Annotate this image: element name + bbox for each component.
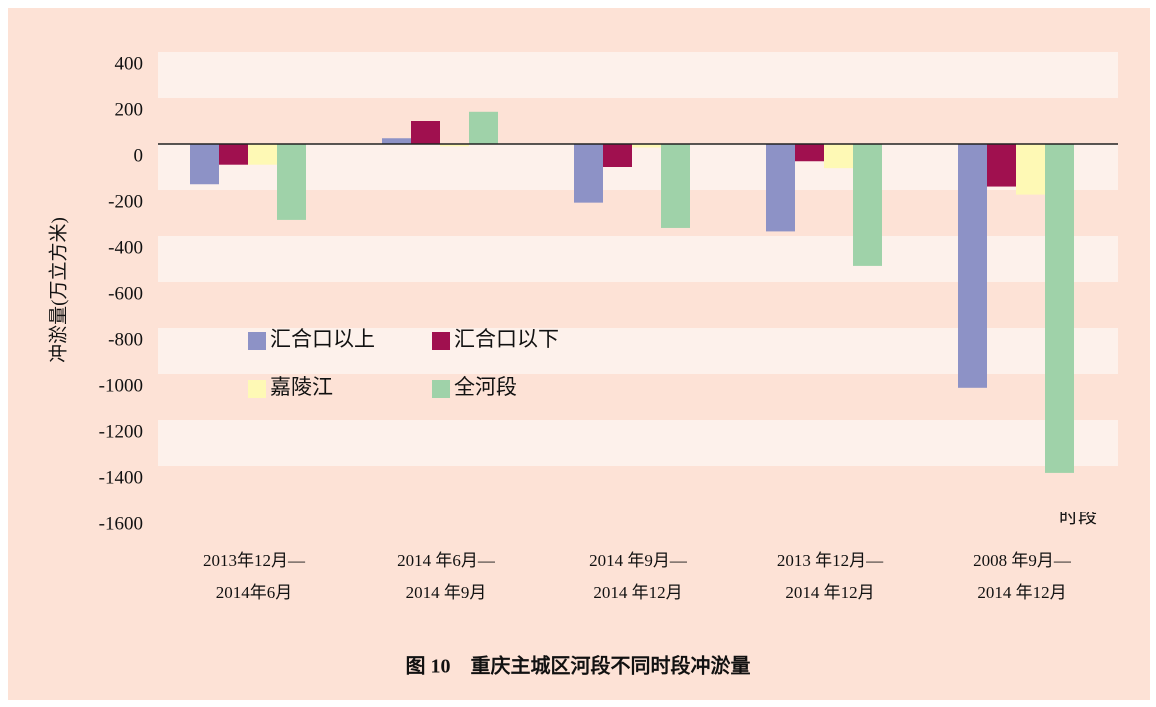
bar (382, 138, 411, 144)
legend-swatch (432, 332, 450, 350)
band (158, 420, 1118, 466)
x-tick-label: 2014年6月 (216, 583, 293, 602)
y-tick-label: -400 (108, 237, 143, 258)
bar (766, 144, 795, 232)
bar (1016, 144, 1045, 195)
bar (603, 144, 632, 167)
bar (248, 144, 277, 165)
y-tick-label: 400 (115, 53, 144, 74)
x-tick-label: 2014 年6月— (397, 551, 496, 570)
y-tick-label: -1600 (99, 513, 143, 534)
bar (277, 144, 306, 220)
x-tick-label: 2013年12月— (203, 551, 306, 570)
y-tick-label: -1400 (99, 467, 143, 488)
bar (824, 144, 853, 169)
x-tick-label: 2013 年12月— (777, 551, 884, 570)
legend-swatch (432, 380, 450, 398)
y-tick-label: 0 (134, 145, 144, 166)
bar (661, 144, 690, 228)
bar (958, 144, 987, 388)
legend-label: 汇合口以上 (270, 327, 375, 351)
bar (632, 144, 661, 148)
x-tick-label: 2014 年12月 (785, 583, 874, 602)
x-tick-label: 2008 年9月— (973, 551, 1072, 570)
y-tick-label: -600 (108, 283, 143, 304)
band (158, 52, 1118, 98)
legend-swatch (248, 332, 266, 350)
y-tick-label: -1200 (99, 421, 143, 442)
legend-label: 全河段 (454, 375, 517, 399)
bar (440, 144, 469, 147)
band (158, 466, 1118, 512)
y-axis-label: 冲淤量(万立方米) (47, 217, 69, 363)
y-tick-label: -800 (108, 329, 143, 350)
chart-title: 图 10 重庆主城区河段不同时段冲淤量 (406, 654, 751, 678)
legend-swatch (248, 380, 266, 398)
y-tick-label: -200 (108, 191, 143, 212)
bar (1045, 144, 1074, 473)
x-tick-label: 2014 年12月 (593, 583, 682, 602)
bar (987, 144, 1016, 187)
y-tick-label: 200 (115, 99, 144, 120)
bar (469, 111, 498, 144)
legend-label: 嘉陵江 (270, 375, 333, 399)
band (158, 98, 1118, 144)
bar (853, 144, 882, 266)
y-tick-label: -1000 (99, 375, 143, 396)
bar (190, 144, 219, 185)
bar (219, 144, 248, 165)
x-tick-label: 2014 年9月 (406, 583, 487, 602)
bar (411, 121, 440, 144)
legend-label: 汇合口以下 (454, 327, 559, 351)
x-tick-label: 2014 年9月— (589, 551, 688, 570)
x-tick-label: 2014 年12月 (977, 583, 1066, 602)
bar (574, 144, 603, 203)
bar (795, 144, 824, 162)
